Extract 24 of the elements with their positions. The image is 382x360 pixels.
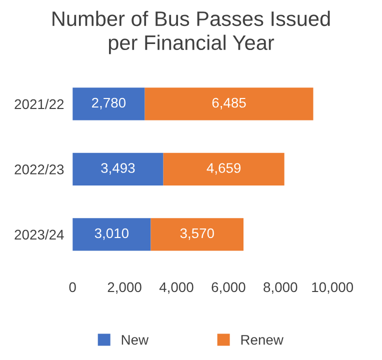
x-tick-label: 2,000 [108, 282, 142, 294]
y-tick-label: 2021/22 [14, 98, 64, 110]
y-tick-label: 2022/23 [14, 164, 64, 174]
legend-label: Renew [241, 335, 284, 345]
data-label: 3,493 [101, 163, 135, 175]
bar [72, 152, 164, 186]
x-tick-label: 6,000 [212, 282, 246, 294]
data-label: 3,010 [94, 228, 129, 240]
x-tick-label: 0 [69, 282, 76, 292]
bar [72, 218, 151, 251]
x-tick-label: 10,000 [312, 282, 354, 294]
bar [144, 88, 314, 120]
x-tick-label: 4,000 [159, 282, 194, 294]
data-label: 3,570 [180, 228, 214, 240]
data-label: 2,780 [92, 98, 126, 110]
bar [72, 88, 145, 120]
chart-title: Number of Bus Passes Issued per Financial Year [52, 10, 330, 54]
legend-label: New [122, 335, 149, 345]
bar [163, 152, 284, 186]
data-label: 4,659 [206, 163, 241, 175]
bar [150, 218, 244, 251]
y-tick-label: 2023/24 [14, 229, 64, 240]
x-tick-label: 8,000 [264, 282, 298, 294]
data-label: 6,485 [212, 98, 246, 110]
